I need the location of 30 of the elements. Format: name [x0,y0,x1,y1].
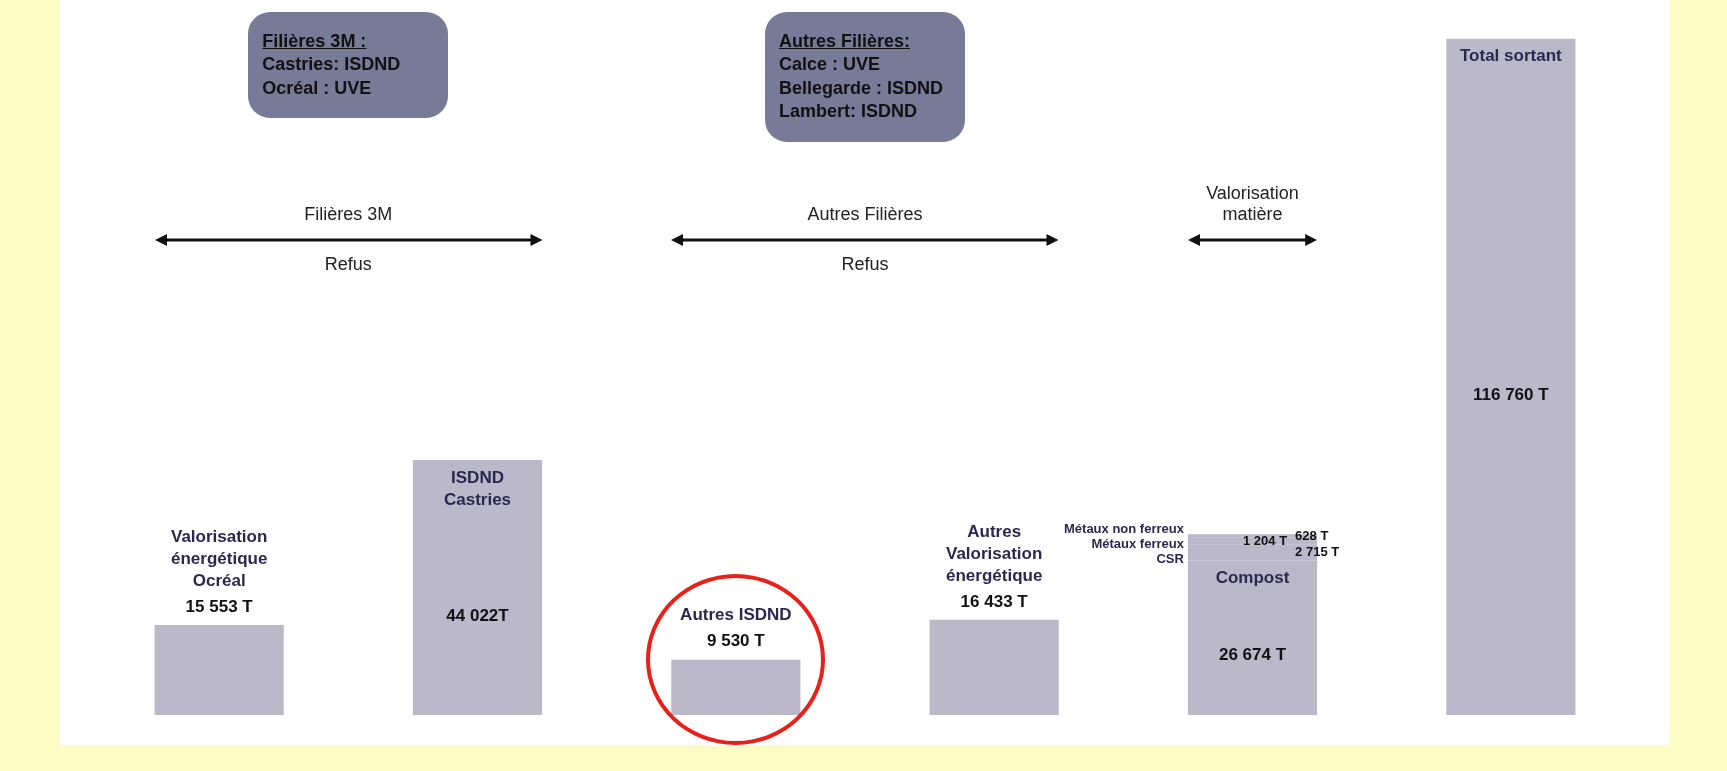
bar [412,460,543,715]
x-tick-label: Valorisation énergétique Ocréal [170,526,268,590]
data-label: 26 674 T [1218,645,1287,665]
annotation: Refus [323,254,373,275]
bar [671,659,801,715]
annotation: Filières 3M [303,204,394,225]
data-label: 15 553 T [185,596,254,616]
data-label: 116 760 T [1473,384,1550,404]
data-label: 1 204 T [1243,532,1288,548]
annotation: Valorisation matière [1205,183,1300,225]
x-tick-label: Autres Valorisation énergétique [945,521,1043,585]
series-label: CSR [1156,550,1185,566]
series-label: Métaux ferreux [1091,535,1185,551]
series-label: Métaux non ferreux [1063,520,1185,536]
rounded-note-card: Autres Filières: Calce : UVE Bellegarde : ISDND Lambert: ISDND [765,12,965,142]
data-label: 628 T [1295,527,1329,543]
annotation: Refus [840,254,890,275]
x-tick-label: Total sortant [1459,46,1563,66]
x-tick-label: ISDND Castries [443,467,512,509]
bar [154,624,284,715]
rounded-note-card: Filières 3M : Castries: ISDND Ocréal : UVE [248,12,449,119]
bar [1446,38,1576,715]
data-label: 16 433 T [960,591,1029,611]
data-label: 2 715 T [1295,544,1340,560]
annotation: Autres Filières [806,204,924,225]
x-tick-label: Compost [1215,568,1290,588]
x-tick-label: Autres ISDND [680,605,792,625]
data-label: 9 530 T [707,631,766,651]
data-label: 44 022T [446,606,510,626]
bar [929,619,1059,715]
